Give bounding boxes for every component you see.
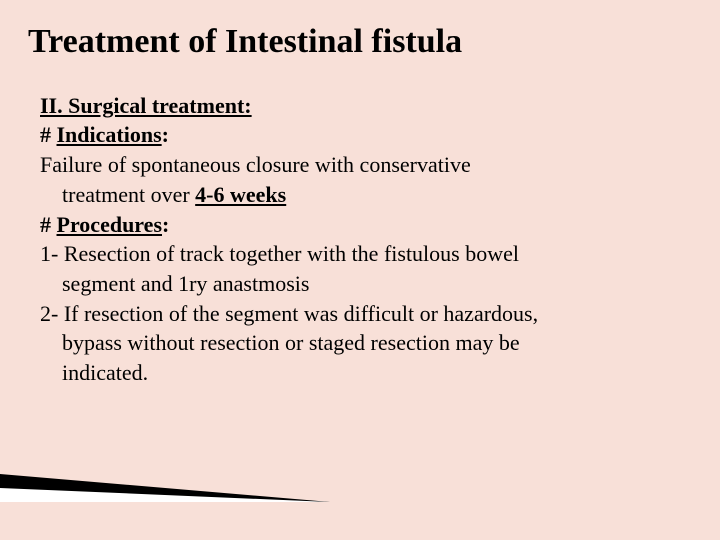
procedures-label: # Procedures: [40, 210, 692, 240]
slide-content: Treatment of Intestinal fistula II. Surg… [0, 0, 720, 408]
wedge-light [0, 488, 330, 502]
body-text: II. Surgical treatment: # Indications: F… [28, 91, 692, 388]
slide-decoration [0, 452, 330, 502]
slide-title: Treatment of Intestinal fistula [28, 22, 692, 63]
procedure-1-line1: 1- Resection of track together with the … [40, 239, 692, 269]
procedure-2-line1: 2- If resection of the segment was diffi… [40, 299, 692, 329]
procedure-2-line3: indicated. [40, 358, 692, 388]
procedure-1-line2: segment and 1ry anastmosis [40, 269, 692, 299]
indications-text-line1: Failure of spontaneous closure with cons… [40, 150, 692, 180]
indications-text-line2: treatment over 4-6 weeks [40, 180, 692, 210]
procedure-2-line2: bypass without resection or staged resec… [40, 328, 692, 358]
indications-label: # Indications: [40, 120, 692, 150]
section-header: II. Surgical treatment: [40, 91, 692, 121]
timeframe: 4-6 weeks [195, 182, 286, 207]
